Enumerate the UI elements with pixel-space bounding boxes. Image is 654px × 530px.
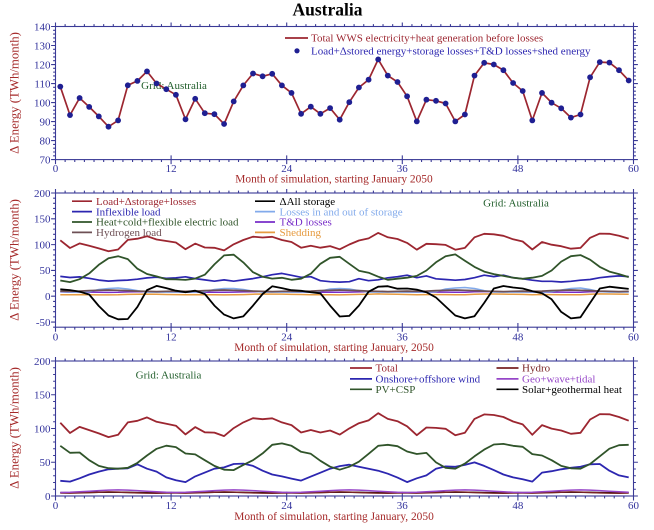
svg-text:50: 50 <box>40 265 52 277</box>
svg-text:Month of simulation, starting: Month of simulation, starting January 20… <box>235 173 433 185</box>
svg-text:150: 150 <box>34 214 51 226</box>
svg-text:24: 24 <box>281 163 293 175</box>
svg-text:Grid: Australia: Grid: Australia <box>483 198 549 210</box>
svg-text:36: 36 <box>397 332 409 344</box>
svg-text:110: 110 <box>34 78 51 90</box>
svg-text:Month of simulation, starting: Month of simulation, starting January, 2… <box>234 511 434 523</box>
svg-text:ΔAll storage: ΔAll storage <box>280 196 336 208</box>
svg-text:0: 0 <box>45 491 51 503</box>
svg-text:48: 48 <box>512 500 524 512</box>
svg-text:T&D losses: T&D losses <box>280 217 332 229</box>
svg-text:0: 0 <box>53 500 59 512</box>
svg-text:Australia: Australia <box>293 0 363 20</box>
svg-text:36: 36 <box>397 500 409 512</box>
svg-text:Δ Energy (TWh/month): Δ Energy (TWh/month) <box>8 32 22 154</box>
svg-text:Inflexible load: Inflexible load <box>96 206 161 218</box>
svg-text:200: 200 <box>34 188 51 200</box>
svg-text:90: 90 <box>40 116 52 128</box>
svg-text:PV+CSP: PV+CSP <box>376 384 416 396</box>
svg-text:Geo+wave+tidal: Geo+wave+tidal <box>522 374 596 386</box>
svg-text:12: 12 <box>166 163 177 175</box>
svg-text:24: 24 <box>281 332 293 344</box>
svg-text:Total WWS electricity+heat gen: Total WWS electricity+heat generation be… <box>311 32 543 44</box>
svg-text:50: 50 <box>40 457 52 469</box>
svg-text:Load+Δstorage+losses: Load+Δstorage+losses <box>96 196 196 208</box>
svg-text:150: 150 <box>34 390 51 402</box>
svg-text:Shedding: Shedding <box>280 227 322 239</box>
svg-text:12: 12 <box>166 332 177 344</box>
svg-text:Total: Total <box>376 363 398 375</box>
svg-text:Month of simulation, starting: Month of simulation, starting January, 2… <box>234 342 434 354</box>
svg-text:Δ Energy (TWh/month): Δ Energy (TWh/month) <box>8 199 22 321</box>
svg-text:80: 80 <box>40 135 52 147</box>
svg-text:Δ Energy (TWh/month): Δ Energy (TWh/month) <box>8 367 22 489</box>
svg-text:60: 60 <box>628 163 640 175</box>
svg-text:120: 120 <box>34 59 51 71</box>
svg-text:-50: -50 <box>36 317 51 329</box>
svg-text:Load+Δstored energy+storage lo: Load+Δstored energy+storage losses+T&D l… <box>311 46 591 58</box>
svg-text:0: 0 <box>53 332 59 344</box>
svg-text:48: 48 <box>512 163 524 175</box>
svg-text:Grid: Australia: Grid: Australia <box>136 370 202 382</box>
svg-text:100: 100 <box>34 239 51 251</box>
svg-text:Solar+geothermal heat: Solar+geothermal heat <box>522 384 622 396</box>
svg-text:24: 24 <box>281 500 293 512</box>
svg-text:Grid: Australia: Grid: Australia <box>141 80 207 92</box>
svg-text:100: 100 <box>34 423 51 435</box>
svg-text:0: 0 <box>45 291 51 303</box>
svg-text:200: 200 <box>34 356 51 368</box>
svg-text:60: 60 <box>628 332 640 344</box>
svg-text:Onshore+offshore wind: Onshore+offshore wind <box>376 374 481 386</box>
svg-text:36: 36 <box>397 163 409 175</box>
svg-text:Heat+cold+flexible electric lo: Heat+cold+flexible electric load <box>96 217 239 229</box>
svg-text:130: 130 <box>34 40 51 52</box>
svg-text:100: 100 <box>34 97 51 109</box>
svg-text:140: 140 <box>34 21 51 33</box>
svg-text:12: 12 <box>166 500 177 512</box>
svg-text:60: 60 <box>628 500 640 512</box>
svg-text:Losses in and out of storage: Losses in and out of storage <box>280 206 403 218</box>
svg-text:0: 0 <box>53 163 59 175</box>
svg-text:Hydro: Hydro <box>522 363 551 375</box>
svg-text:70: 70 <box>40 154 52 166</box>
svg-text:48: 48 <box>512 332 524 344</box>
